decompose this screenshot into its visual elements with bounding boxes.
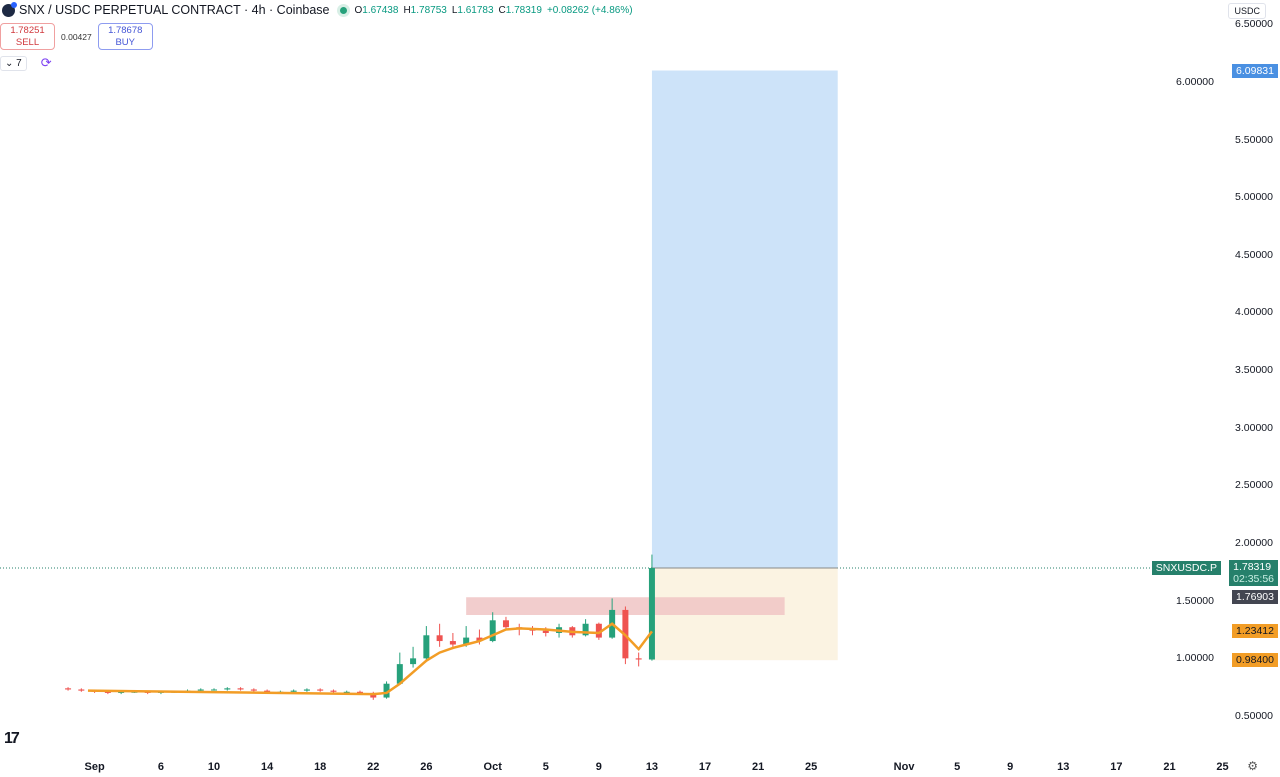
candle-body	[197, 689, 204, 691]
candle-body	[582, 623, 589, 636]
candle-body	[211, 689, 218, 691]
price-tick: 1.50000	[1176, 594, 1214, 607]
price-tick: 5.00000	[1235, 191, 1273, 204]
spread-value: 0.00427	[61, 31, 92, 42]
candle-body	[303, 689, 310, 691]
trade-buttons: 1.78251 SELL 0.00427 1.78678 BUY	[0, 23, 153, 50]
time-tick: 21	[1163, 761, 1176, 773]
ma-price-tag: 1.23412	[1232, 624, 1278, 638]
candle-body	[423, 635, 430, 659]
price-tick: 2.00000	[1235, 537, 1273, 550]
candle-body	[250, 689, 257, 691]
candle-body	[118, 691, 125, 693]
market-status-icon	[339, 6, 347, 14]
price-tick: 4.00000	[1235, 306, 1273, 319]
time-tick: Nov	[893, 761, 915, 773]
price-tick: 1.00000	[1176, 652, 1214, 665]
price-tick: 6.50000	[1235, 18, 1273, 31]
candle-body	[476, 637, 483, 642]
ohlc-close: C1.78319	[498, 4, 542, 16]
candle-body	[224, 688, 231, 690]
time-tick: 5	[542, 761, 549, 773]
candle-body	[317, 689, 324, 691]
candle-body	[436, 635, 443, 642]
target-price-tag: 6.09831	[1232, 63, 1278, 78]
candle-body	[343, 691, 350, 693]
time-tick: 21	[751, 761, 765, 773]
price-tick: 0.50000	[1235, 710, 1273, 722]
candle-body	[78, 689, 85, 691]
sell-button[interactable]: 1.78251 SELL	[0, 23, 55, 50]
tradingview-logo[interactable]: 17	[4, 730, 20, 747]
candle-body	[635, 658, 642, 660]
last-price-tag: 1.78319 02:35:56	[1229, 560, 1278, 587]
level-price-tag: 1.76903	[1232, 590, 1278, 604]
symbol-logo-icon	[2, 1, 17, 17]
resistance-zone	[466, 597, 785, 615]
candle-body	[463, 637, 470, 645]
time-tick: 17	[1110, 761, 1123, 773]
candle-body	[489, 620, 496, 642]
time-tick: 13	[1057, 761, 1070, 773]
chart-header: SNX / USDC PERPETUAL CONTRACT · 4h · Coi…	[2, 1, 638, 17]
buy-button[interactable]: 1.78678 BUY	[97, 23, 153, 50]
candle-body	[595, 623, 602, 638]
time-tick: 13	[645, 761, 659, 773]
stop-price-tag: 0.98400	[1232, 653, 1278, 667]
chevron-down-icon: ⌄	[5, 57, 14, 69]
symbol-title[interactable]: SNX / USDC PERPETUAL CONTRACT · 4h · Coi…	[19, 3, 330, 17]
price-tick: 3.50000	[1235, 364, 1273, 377]
symbol-tag: SNXUSDC.P	[1151, 561, 1221, 576]
candle-body	[330, 690, 337, 692]
candle-body	[357, 691, 363, 693]
candle-body	[410, 658, 417, 665]
time-tick: 10	[207, 761, 221, 773]
refresh-icon[interactable]: ⟳	[40, 55, 52, 70]
price-tick: 4.50000	[1235, 248, 1273, 261]
candle-body	[648, 568, 655, 660]
currency-button[interactable]: USDC	[1228, 3, 1266, 19]
candle-body	[449, 641, 456, 645]
time-tick: Sep	[84, 761, 105, 773]
ohlc-high: H1.78753	[403, 4, 447, 16]
time-tick: 14	[260, 761, 274, 773]
time-tick: 9	[595, 761, 602, 773]
time-tick: Oct	[483, 761, 502, 773]
time-tick: 25	[1216, 761, 1229, 773]
candle-body	[65, 688, 72, 690]
candle-body	[502, 620, 509, 628]
price-tick: 6.00000	[1176, 75, 1214, 88]
settings-gear-icon[interactable]: ⚙	[1247, 759, 1258, 773]
moving-average-line	[87, 622, 653, 696]
time-tick: 22	[367, 761, 380, 773]
candle-body	[237, 688, 244, 690]
candle-body	[290, 690, 297, 692]
price-tick: 3.00000	[1235, 421, 1273, 434]
candle-body	[104, 691, 111, 693]
time-tick: 9	[1007, 761, 1014, 773]
time-tick: 26	[420, 761, 433, 773]
price-tick: 5.50000	[1235, 133, 1273, 146]
time-tick: 25	[805, 761, 818, 773]
time-tick: 17	[698, 761, 712, 773]
time-tick: 5	[954, 761, 961, 773]
time-tick: 6	[157, 761, 164, 773]
indicators-toggle[interactable]: ⌄ 7	[0, 55, 27, 71]
ohlc-change: +0.08262 (+4.86%)	[546, 4, 633, 16]
candle-body	[396, 664, 403, 684]
target-zone	[651, 70, 838, 569]
candle-body	[542, 630, 549, 633]
candle-body	[383, 683, 390, 698]
price-tick: 2.50000	[1235, 479, 1273, 492]
time-tick: 18	[314, 761, 327, 773]
candle-body	[264, 690, 271, 692]
ohlc-low: L1.61783	[451, 4, 494, 16]
ohlc-open: O1.67438	[354, 4, 399, 16]
indicator-row: ⌄ 7 ⟳	[0, 55, 52, 71]
